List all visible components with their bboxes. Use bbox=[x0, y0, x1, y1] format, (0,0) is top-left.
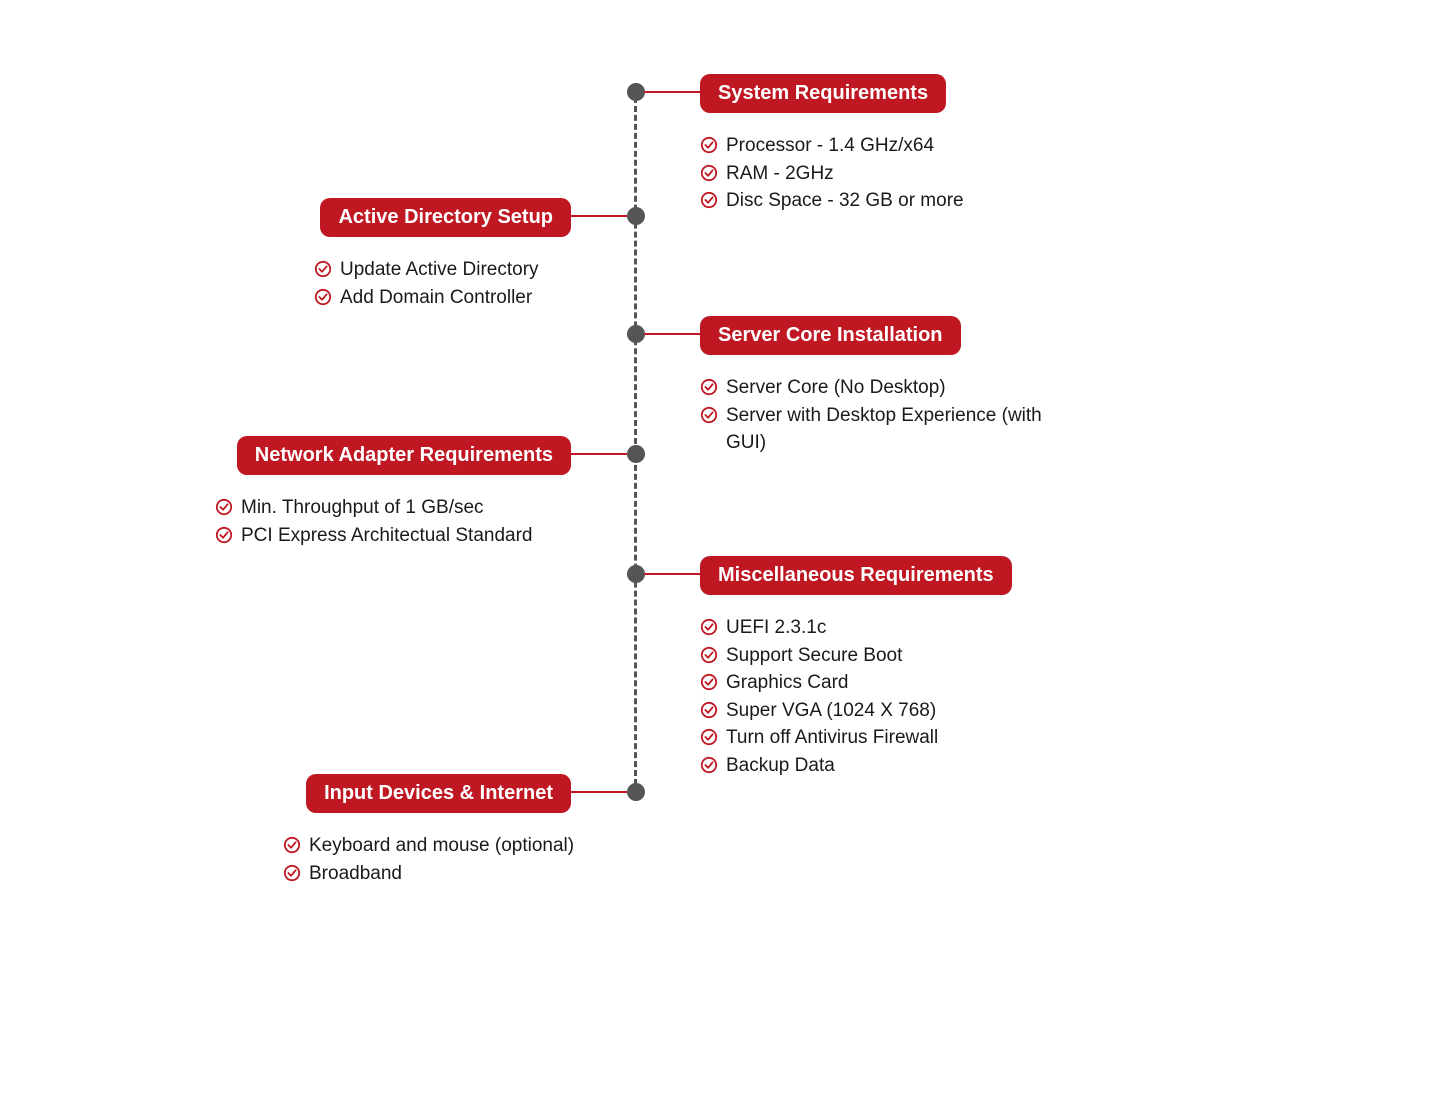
section-pill-misc: Miscellaneous Requirements bbox=[700, 556, 1012, 595]
check-icon bbox=[215, 526, 233, 544]
check-icon bbox=[283, 836, 301, 854]
timeline-node bbox=[627, 565, 645, 583]
connector-line bbox=[644, 333, 700, 335]
list-item: PCI Express Architectual Standard bbox=[215, 522, 615, 550]
timeline-node bbox=[627, 207, 645, 225]
connector-line bbox=[571, 791, 627, 793]
check-icon bbox=[700, 728, 718, 746]
list-item: Support Secure Boot bbox=[700, 642, 1060, 670]
item-text: Min. Throughput of 1 GB/sec bbox=[241, 494, 484, 522]
section-title: Network Adapter Requirements bbox=[255, 444, 553, 466]
list-item: Server Core (No Desktop) bbox=[700, 374, 1060, 402]
item-text: Backup Data bbox=[726, 752, 835, 780]
list-item: Turn off Antivirus Firewall bbox=[700, 724, 1060, 752]
item-text: Support Secure Boot bbox=[726, 642, 902, 670]
check-icon bbox=[283, 864, 301, 882]
section-items-input-devices: Keyboard and mouse (optional) Broadband bbox=[283, 832, 643, 887]
list-item: Add Domain Controller bbox=[314, 284, 614, 312]
item-text: UEFI 2.3.1c bbox=[726, 614, 826, 642]
item-text: Add Domain Controller bbox=[340, 284, 532, 312]
item-text: Super VGA (1024 X 768) bbox=[726, 697, 936, 725]
section-pill-input-devices: Input Devices & Internet bbox=[306, 774, 571, 813]
check-icon bbox=[700, 701, 718, 719]
list-item: Graphics Card bbox=[700, 669, 1060, 697]
check-icon bbox=[314, 260, 332, 278]
list-item: Server with Desktop Experience (with GUI… bbox=[700, 402, 1060, 457]
section-title: Input Devices & Internet bbox=[324, 782, 553, 804]
list-item: Min. Throughput of 1 GB/sec bbox=[215, 494, 615, 522]
list-item: Super VGA (1024 X 768) bbox=[700, 697, 1060, 725]
check-icon bbox=[700, 756, 718, 774]
section-items-misc: UEFI 2.3.1c Support Secure Boot Graphics… bbox=[700, 614, 1060, 779]
list-item: Keyboard and mouse (optional) bbox=[283, 832, 643, 860]
list-item: Processor - 1.4 GHz/x64 bbox=[700, 132, 1060, 160]
section-pill-active-directory: Active Directory Setup bbox=[320, 198, 571, 237]
section-items-network-adapter: Min. Throughput of 1 GB/sec PCI Express … bbox=[215, 494, 615, 549]
check-icon bbox=[700, 406, 718, 424]
check-icon bbox=[700, 618, 718, 636]
connector-line bbox=[571, 215, 627, 217]
section-pill-network-adapter: Network Adapter Requirements bbox=[237, 436, 571, 475]
timeline-node bbox=[627, 783, 645, 801]
check-icon bbox=[700, 136, 718, 154]
item-text: Update Active Directory bbox=[340, 256, 539, 284]
section-title: System Requirements bbox=[718, 82, 928, 104]
item-text: Server Core (No Desktop) bbox=[726, 374, 946, 402]
item-text: RAM - 2GHz bbox=[726, 160, 834, 188]
item-text: Server with Desktop Experience (with GUI… bbox=[726, 402, 1060, 457]
section-title: Server Core Installation bbox=[718, 324, 943, 346]
list-item: Backup Data bbox=[700, 752, 1060, 780]
section-items-system-requirements: Processor - 1.4 GHz/x64 RAM - 2GHz Disc … bbox=[700, 132, 1060, 215]
check-icon bbox=[700, 378, 718, 396]
check-icon bbox=[314, 288, 332, 306]
section-pill-system-requirements: System Requirements bbox=[700, 74, 946, 113]
list-item: Broadband bbox=[283, 860, 643, 888]
item-text: Graphics Card bbox=[726, 669, 849, 697]
list-item: RAM - 2GHz bbox=[700, 160, 1060, 188]
section-items-active-directory: Update Active Directory Add Domain Contr… bbox=[314, 256, 614, 311]
item-text: PCI Express Architectual Standard bbox=[241, 522, 532, 550]
list-item: Disc Space - 32 GB or more bbox=[700, 187, 1060, 215]
item-text: Disc Space - 32 GB or more bbox=[726, 187, 964, 215]
check-icon bbox=[700, 646, 718, 664]
connector-line bbox=[571, 453, 627, 455]
check-icon bbox=[700, 191, 718, 209]
check-icon bbox=[700, 164, 718, 182]
section-items-server-core: Server Core (No Desktop) Server with Des… bbox=[700, 374, 1060, 457]
connector-line bbox=[644, 91, 700, 93]
item-text: Turn off Antivirus Firewall bbox=[726, 724, 938, 752]
section-pill-server-core: Server Core Installation bbox=[700, 316, 961, 355]
timeline-node bbox=[627, 325, 645, 343]
check-icon bbox=[700, 673, 718, 691]
item-text: Broadband bbox=[309, 860, 402, 888]
section-title: Active Directory Setup bbox=[338, 206, 553, 228]
item-text: Processor - 1.4 GHz/x64 bbox=[726, 132, 934, 160]
timeline-node bbox=[627, 445, 645, 463]
timeline-axis bbox=[634, 88, 637, 794]
list-item: Update Active Directory bbox=[314, 256, 614, 284]
section-title: Miscellaneous Requirements bbox=[718, 564, 994, 586]
list-item: UEFI 2.3.1c bbox=[700, 614, 1060, 642]
check-icon bbox=[215, 498, 233, 516]
connector-line bbox=[644, 573, 700, 575]
timeline-node bbox=[627, 83, 645, 101]
item-text: Keyboard and mouse (optional) bbox=[309, 832, 574, 860]
